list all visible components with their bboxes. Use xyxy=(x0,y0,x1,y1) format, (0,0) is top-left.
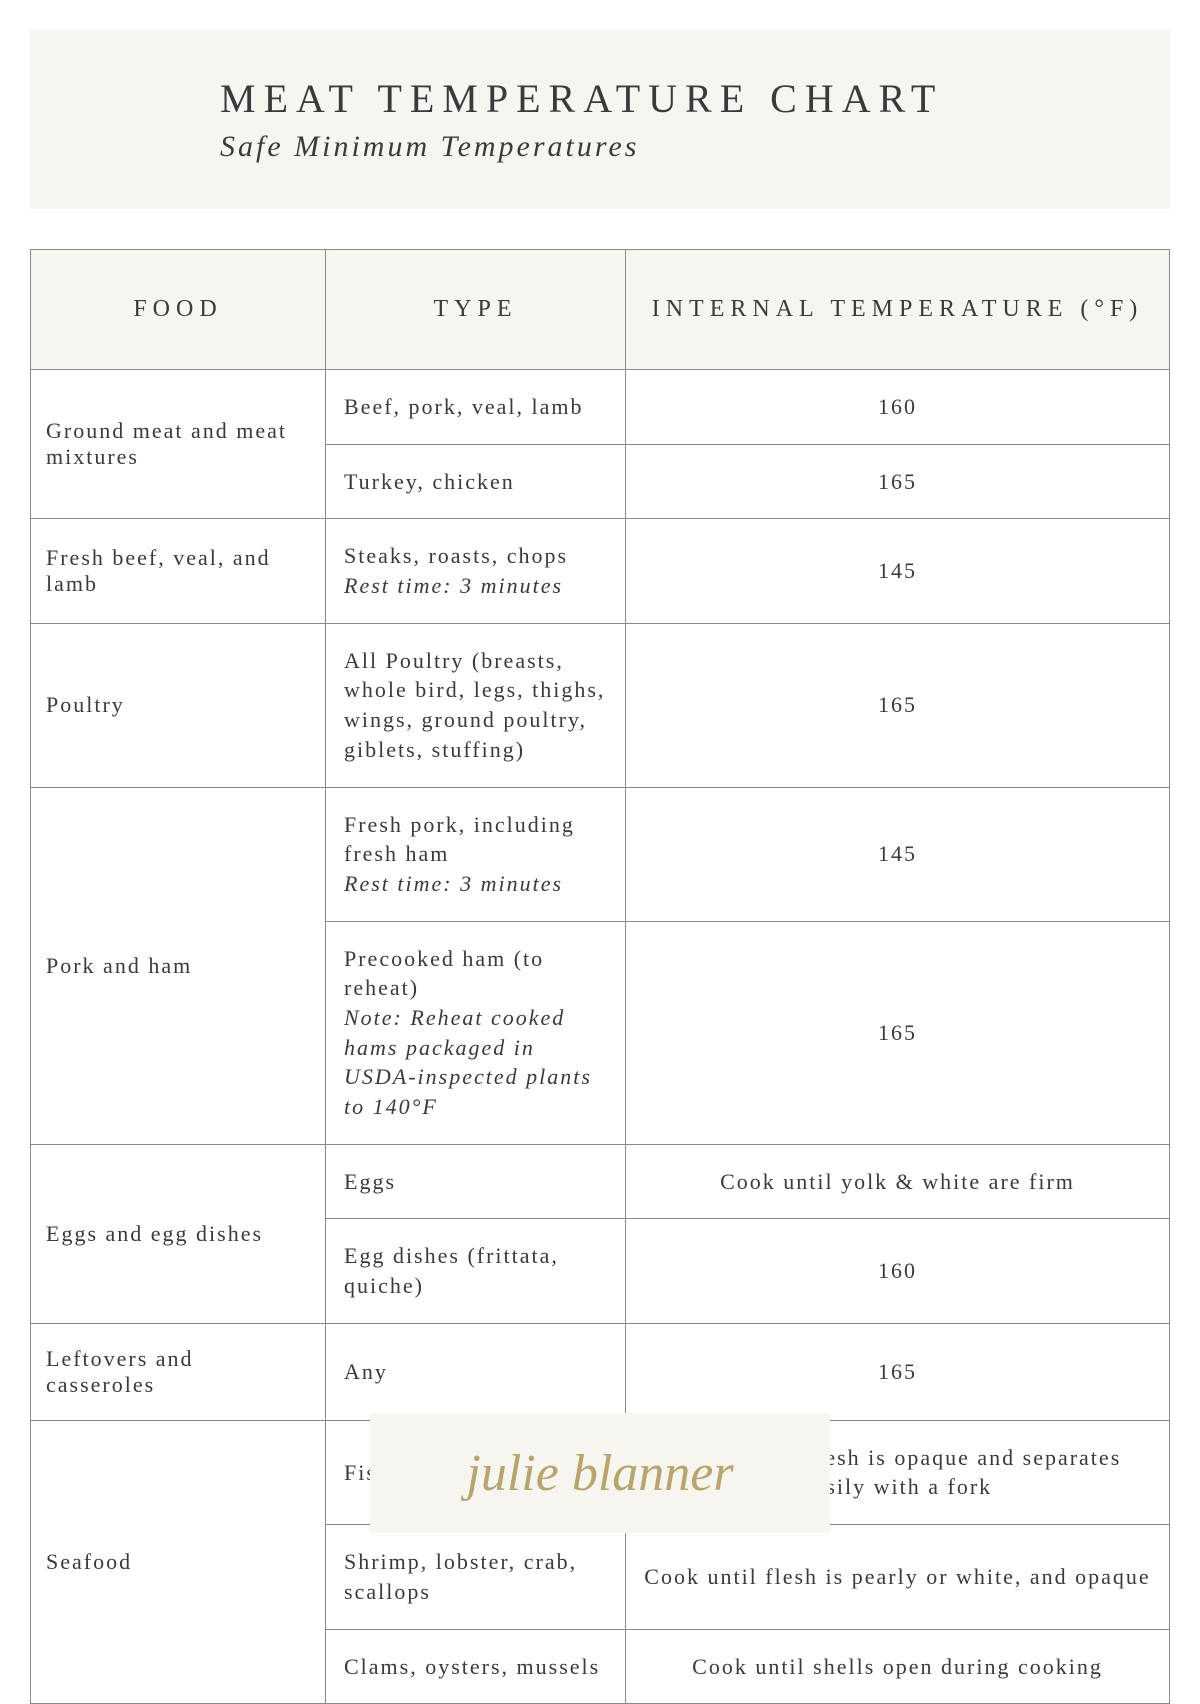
type-text: Clams, oysters, mussels xyxy=(344,1654,600,1679)
type-note: Rest time: 3 minutes xyxy=(344,571,607,601)
col-header-temp: INTERNAL TEMPERATURE (°F) xyxy=(626,250,1170,370)
temp-cell: 145 xyxy=(626,519,1170,623)
temp-cell: 165 xyxy=(626,1323,1170,1420)
table-row: Fresh beef, veal, and lambSteaks, roasts… xyxy=(31,519,1170,623)
temp-cell: 165 xyxy=(626,623,1170,787)
food-cell: Ground meat and meat mixtures xyxy=(31,370,326,519)
type-text: Steaks, roasts, chops xyxy=(344,543,568,568)
type-text: Any xyxy=(344,1359,388,1384)
type-cell: Shrimp, lobster, crab, scallops xyxy=(326,1525,626,1629)
header-block: MEAT TEMPERATURE CHART Safe Minimum Temp… xyxy=(30,30,1170,209)
type-text: Beef, pork, veal, lamb xyxy=(344,394,584,419)
type-text: All Poultry (breasts, whole bird, legs, … xyxy=(344,648,605,762)
table-header-row: FOOD TYPE INTERNAL TEMPERATURE (°F) xyxy=(31,250,1170,370)
type-cell: Precooked ham (to reheat)Note: Reheat co… xyxy=(326,921,626,1144)
type-cell: All Poultry (breasts, whole bird, legs, … xyxy=(326,623,626,787)
food-cell: Pork and ham xyxy=(31,787,326,1144)
type-text: Fresh pork, including fresh ham xyxy=(344,812,575,867)
type-text: Turkey, chicken xyxy=(344,469,515,494)
page-subtitle: Safe Minimum Temperatures xyxy=(220,130,1140,164)
food-cell: Eggs and egg dishes xyxy=(31,1144,326,1323)
type-text: Egg dishes (frittata, quiche) xyxy=(344,1243,559,1298)
temp-cell: 145 xyxy=(626,787,1170,921)
temp-cell: Cook until flesh is pearly or white, and… xyxy=(626,1525,1170,1629)
temp-cell: Cook until yolk & white are firm xyxy=(626,1144,1170,1219)
signature-text: julie blanner xyxy=(466,1444,733,1503)
table-row: Leftovers and casseroles Any 165 xyxy=(31,1323,1170,1420)
type-cell: Fresh pork, including fresh hamRest time… xyxy=(326,787,626,921)
type-cell: Egg dishes (frittata, quiche) xyxy=(326,1219,626,1323)
type-cell: Clams, oysters, mussels xyxy=(326,1629,626,1704)
temp-cell: Cook until shells open during cooking xyxy=(626,1629,1170,1704)
type-note: Rest time: 3 minutes xyxy=(344,869,607,899)
table-row: PoultryAll Poultry (breasts, whole bird,… xyxy=(31,623,1170,787)
col-header-food: FOOD xyxy=(31,250,326,370)
type-text: Eggs xyxy=(344,1169,396,1194)
food-cell: Poultry xyxy=(31,623,326,787)
table-row: Ground meat and meat mixturesBeef, pork,… xyxy=(31,370,1170,445)
col-header-type: TYPE xyxy=(326,250,626,370)
type-cell: Beef, pork, veal, lamb xyxy=(326,370,626,445)
type-text: Shrimp, lobster, crab, scallops xyxy=(344,1549,577,1604)
type-cell: Steaks, roasts, chops Rest time: 3 minute… xyxy=(326,519,626,623)
table-row: Pork and hamFresh pork, including fresh … xyxy=(31,787,1170,921)
type-note: Note: Reheat cooked hams packaged in USD… xyxy=(344,1003,607,1122)
temp-cell: 160 xyxy=(626,370,1170,445)
signature-block: julie blanner xyxy=(370,1413,830,1533)
food-cell: Fresh beef, veal, and lamb xyxy=(31,519,326,623)
type-cell: Turkey, chicken xyxy=(326,444,626,519)
type-cell: Any xyxy=(326,1323,626,1420)
food-cell: Leftovers and casseroles xyxy=(31,1323,326,1420)
table-row: Eggs and egg dishesEggsCook until yolk &… xyxy=(31,1144,1170,1219)
type-text: Precooked ham (to reheat) xyxy=(344,946,544,1001)
page-title: MEAT TEMPERATURE CHART xyxy=(220,75,1140,122)
temp-cell: 165 xyxy=(626,921,1170,1144)
food-cell: Seafood xyxy=(31,1420,326,1703)
temp-cell: 160 xyxy=(626,1219,1170,1323)
type-cell: Eggs xyxy=(326,1144,626,1219)
temp-cell: 165 xyxy=(626,444,1170,519)
